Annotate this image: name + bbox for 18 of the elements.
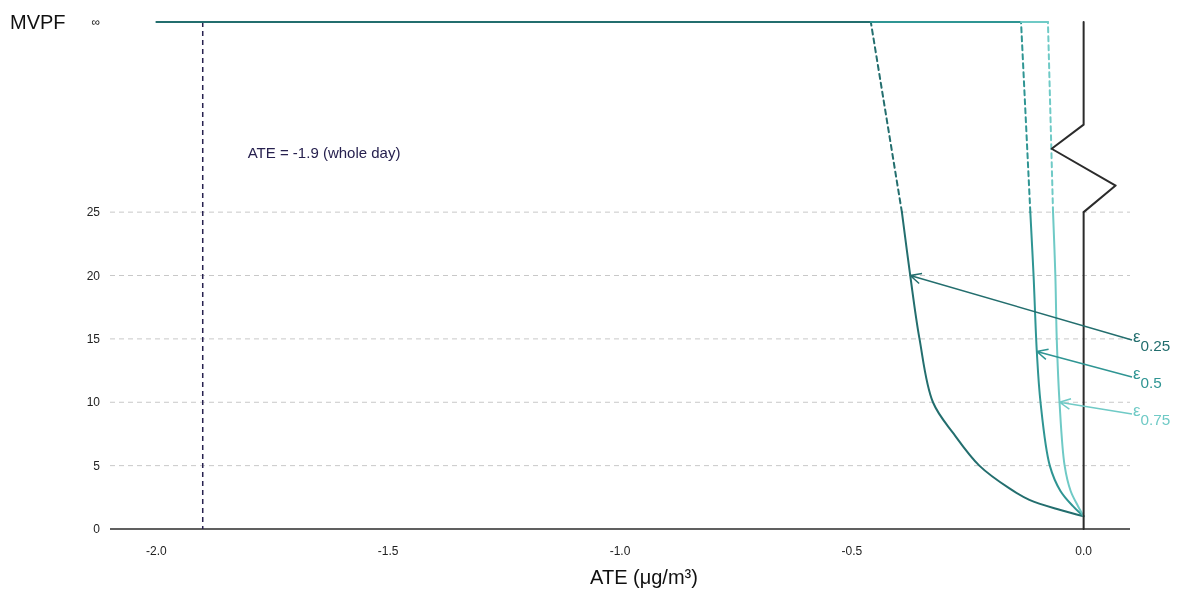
y-tick-label: 20 [86, 268, 101, 283]
y-tick-label: 15 [86, 332, 101, 347]
x-tick-label: -0.5 [841, 544, 863, 558]
y-axis-title: MVPF [10, 11, 66, 33]
x-tick-label: -1.0 [609, 544, 631, 558]
y-tick-label: 5 [93, 458, 101, 473]
ref-line-label: ATE = -1.9 (whole day) [247, 144, 401, 161]
y-tick-label: 10 [86, 395, 101, 410]
annotation: ε$_{0.75}$ [1133, 401, 1171, 428]
y-tick-label: 0 [93, 522, 101, 537]
x-tick-label: -2.0 [146, 544, 168, 558]
x-tick-label: 0.0 [1075, 544, 1093, 558]
x-tick-label: -1.5 [377, 544, 399, 558]
annotation: ε$_{0.25}$ [1133, 327, 1171, 354]
annotation: ε$_{0.5}$ [1133, 364, 1162, 391]
y-tick-label: ∞ [91, 15, 100, 30]
y-tick-label: 25 [86, 205, 101, 220]
x-axis-title: ATE (μg/m³) [590, 566, 698, 588]
